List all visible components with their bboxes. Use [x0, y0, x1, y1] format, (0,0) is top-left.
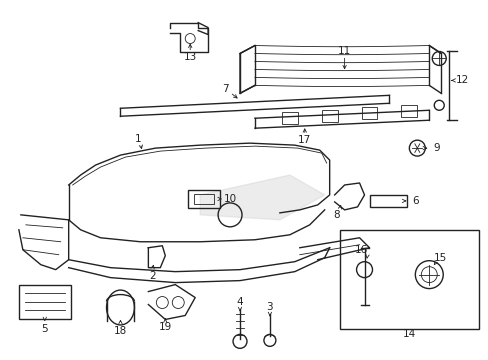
Text: 8: 8 [333, 210, 339, 220]
Text: 6: 6 [411, 196, 418, 206]
Bar [188, 190, 220, 208]
Text: 11: 11 [337, 45, 350, 55]
Text: 9: 9 [432, 143, 439, 153]
Bar [401, 105, 416, 117]
Text: 10: 10 [223, 194, 236, 204]
Text: 5: 5 [41, 324, 48, 334]
Text: 19: 19 [159, 323, 172, 332]
Bar [19, 285, 71, 319]
Bar [281, 112, 297, 124]
Text: 17: 17 [298, 135, 311, 145]
Bar [194, 194, 214, 204]
Text: 12: 12 [455, 75, 468, 85]
Text: 13: 13 [183, 53, 197, 63]
Bar [369, 195, 407, 207]
Polygon shape [200, 175, 324, 220]
Text: 18: 18 [114, 327, 127, 336]
Bar [361, 107, 377, 119]
Text: 3: 3 [266, 302, 273, 311]
Bar [321, 110, 337, 122]
Text: 14: 14 [402, 329, 415, 339]
Text: 1: 1 [135, 134, 142, 144]
Bar [339, 230, 478, 329]
Text: 15: 15 [433, 253, 446, 263]
Text: 2: 2 [149, 271, 155, 281]
Text: 7: 7 [222, 84, 228, 94]
Text: 4: 4 [236, 297, 243, 306]
Text: 16: 16 [354, 245, 367, 255]
